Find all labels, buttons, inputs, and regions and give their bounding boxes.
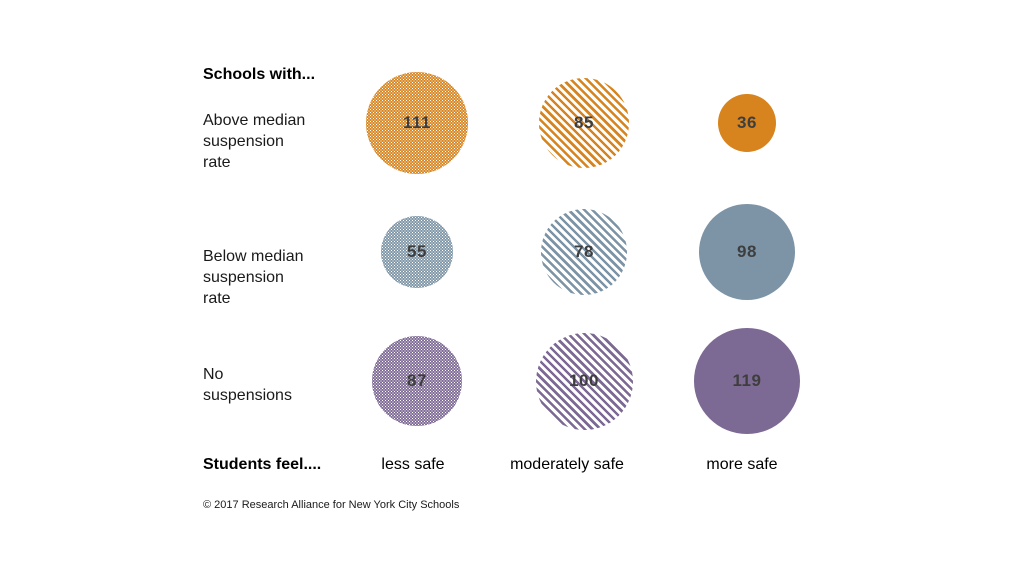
row-label-3: No suspensions xyxy=(203,366,292,404)
bubble-value: 85 xyxy=(574,112,594,132)
bubble-r3-c3: 119 xyxy=(694,328,800,434)
bubble-value: 100 xyxy=(569,371,599,390)
row-label-2: Below median suspension rate xyxy=(203,248,304,307)
bubble-r2-c2: 78 xyxy=(541,209,627,295)
column-label-3: more safe xyxy=(706,456,778,473)
bubble-value: 78 xyxy=(574,241,594,261)
bubble-value: 55 xyxy=(407,241,427,261)
copyright-text: © 2017 Research Alliance for New York Ci… xyxy=(203,499,460,511)
row-axis-title: Schools with... xyxy=(203,66,316,83)
bubble-r2-c1: 55 xyxy=(381,216,453,288)
column-label-1: less safe xyxy=(381,456,445,473)
bubble-r3-c1: 87 xyxy=(371,335,463,427)
bubble-value: 119 xyxy=(732,370,762,390)
bubble-value: 87 xyxy=(407,370,427,390)
bubble-r1-c3: 36 xyxy=(717,93,777,153)
bubble-r1-c1: 111 xyxy=(365,71,469,175)
bubble-value: 98 xyxy=(737,241,757,261)
bubble-r2-c3: 98 xyxy=(698,203,795,300)
bubble-value: 36 xyxy=(737,112,757,132)
column-label-2: moderately safe xyxy=(510,456,624,473)
bubble-value: 111 xyxy=(402,112,431,132)
bubble-r3-c2: 100 xyxy=(535,332,633,430)
bubble-r1-c2: 85 xyxy=(539,78,629,168)
row-label-1: Above median suspension rate xyxy=(203,112,306,171)
col-axis-title: Students feel.... xyxy=(203,456,322,473)
